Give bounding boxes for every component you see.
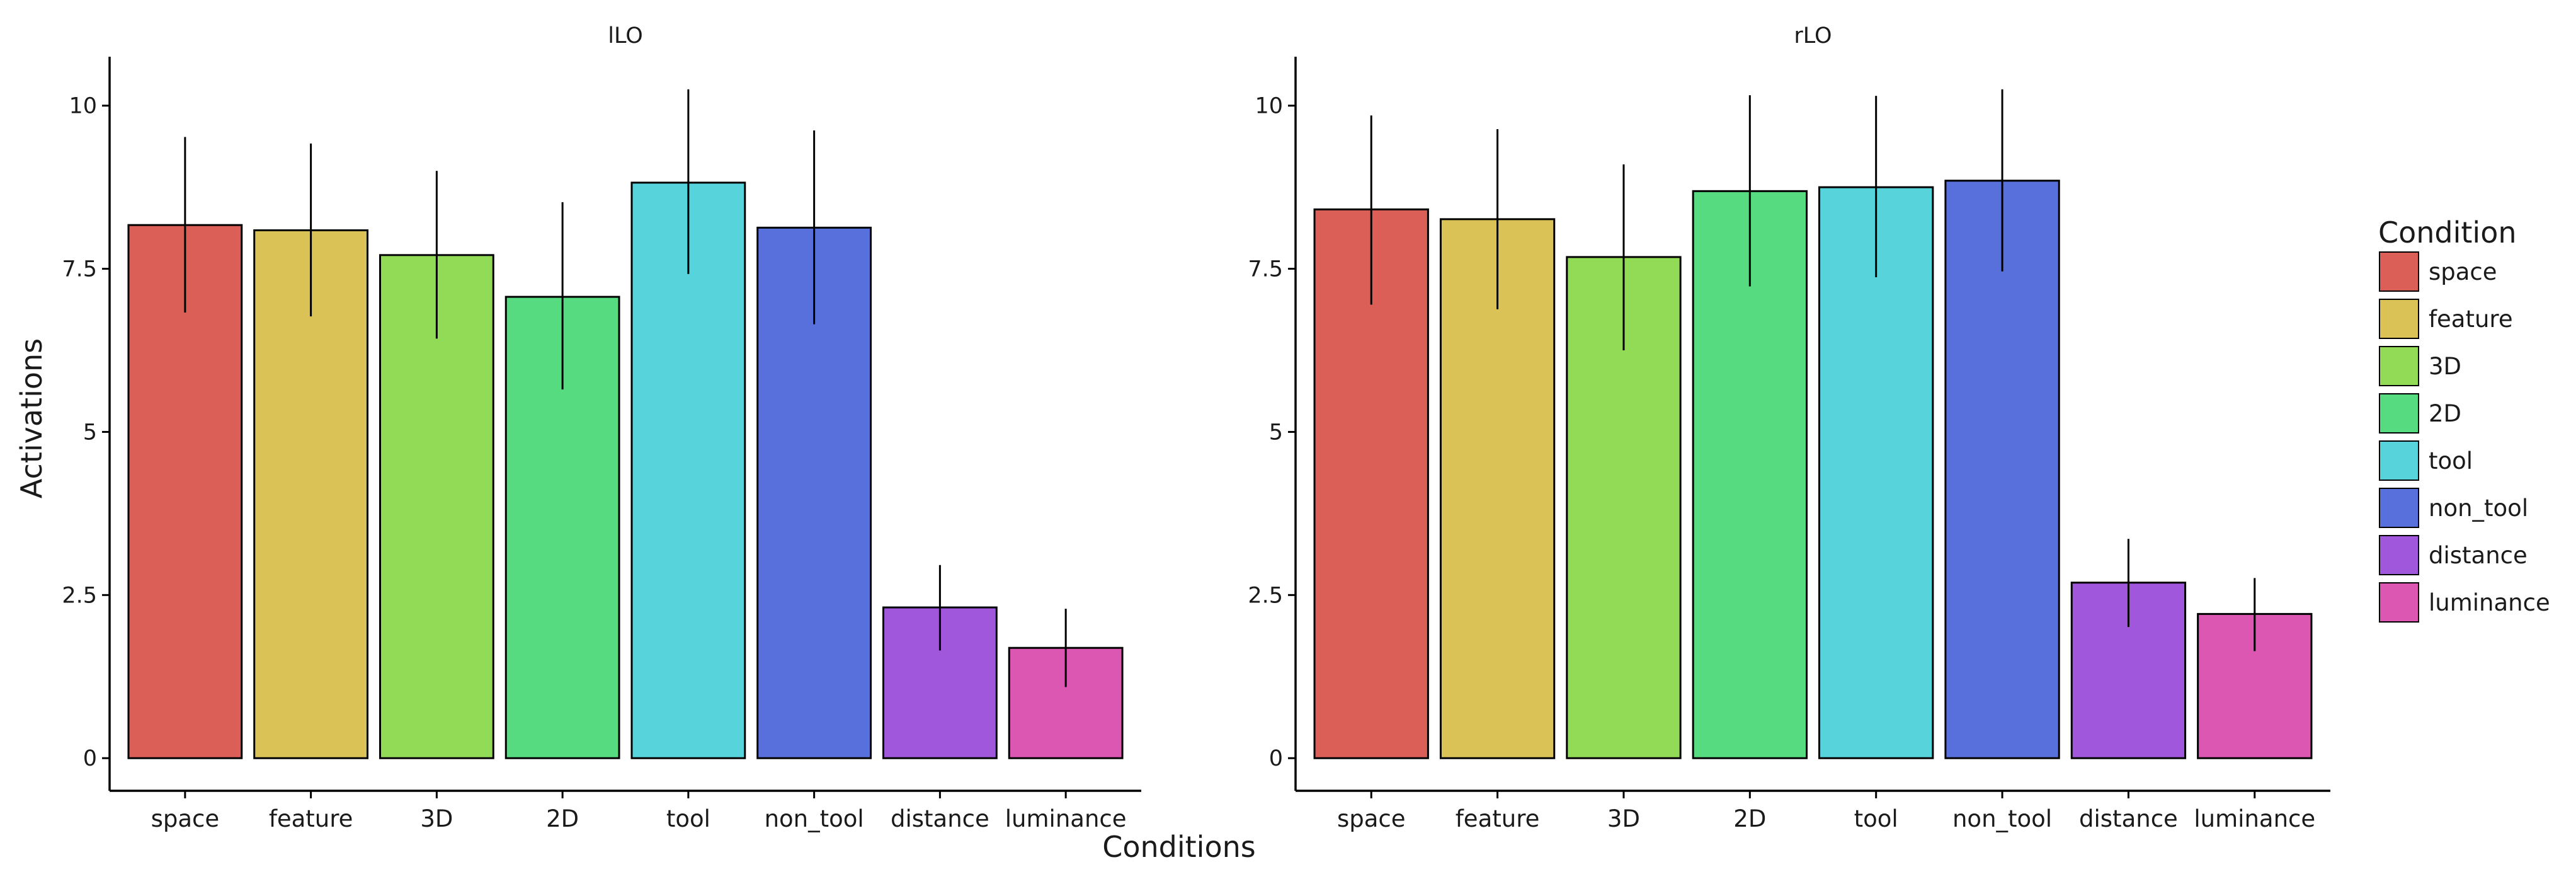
x-tick-label: 2D [1733,805,1766,832]
x-tick-label: space [151,805,220,832]
x-tick-label: space [1337,805,1406,832]
x-tick-label: 3D [1607,805,1640,832]
x-tick-label: tool [666,805,710,832]
bar-non_tool [1944,180,2060,759]
legend-label-non_tool: non_tool [2429,495,2528,522]
panel-title: rLO [1794,23,1832,49]
x-axis-title: Conditions [1102,830,1255,864]
x-tick-label: non_tool [765,805,864,832]
legend-swatch-luminance [2379,582,2419,623]
y-tick-label: 7.5 [62,257,97,282]
y-tick-label: 10 [69,94,97,119]
y-tick-label: 10 [1255,94,1283,119]
x-tick-label: 3D [420,805,453,832]
x-tick-label: feature [269,805,353,832]
legend-swatch-tool [2379,440,2419,481]
legend-swatch-2D [2379,393,2419,434]
x-tick-label: tool [1854,805,1898,832]
panel-lLO: lLO 0 2.5 5 7.5 10 space feature 3D 2D tool non_too… [62,23,1141,832]
panel-rLO: rLO 0 2.5 5 7.5 10 space feature 3D 2D tool non_too… [1248,23,2330,832]
y-tick-label: 2.5 [62,583,97,608]
legend-swatch-non_tool [2379,488,2419,528]
y-tick-label: 2.5 [1248,583,1283,608]
legend-swatch-distance [2379,535,2419,575]
bar-tool [1818,186,1934,759]
panel-title: lLO [608,23,643,49]
y-tick-label: 7.5 [1248,257,1283,282]
legend-items: space feature 3D 2D tool non_tool distance lumi… [2379,251,2550,623]
legend-label-feature: feature [2429,306,2513,333]
y-tick-label: 5 [1269,420,1283,445]
legend: Condition space feature 3D 2D tool non_tooldi… [2378,215,2550,623]
x-tick-label: feature [1456,805,1540,832]
x-tick-label: luminance [1005,805,1127,832]
legend-title: Condition [2378,215,2517,250]
chart-panels: lLO 0 2.5 5 7.5 10 space feature 3D 2D tool non_too… [62,23,2330,832]
x-tick-label: distance [2079,805,2178,832]
x-tick-label: distance [891,805,989,832]
bar-space [127,224,243,759]
legend-swatch-3D [2379,346,2419,386]
y-axis-title: Activations [14,338,48,498]
y-tick-label: 0 [83,746,97,771]
legend-label-luminance: luminance [2429,589,2550,616]
legend-label-3D: 3D [2429,353,2461,380]
x-tick-label: 2D [546,805,579,832]
legend-swatch-feature [2379,299,2419,339]
legend-label-distance: distance [2429,542,2528,569]
bar-feature [253,229,368,759]
y-tick-label: 0 [1269,746,1283,771]
legend-label-space: space [2429,258,2497,285]
legend-label-tool: tool [2429,447,2473,474]
y-tick-label: 5 [83,420,97,445]
legend-swatch-space [2379,251,2419,292]
legend-label-2D: 2D [2429,400,2461,427]
bar-tool [630,181,746,759]
x-tick-label: luminance [2194,805,2315,832]
x-tick-label: non_tool [1952,805,2052,832]
bar-3D [379,254,494,759]
